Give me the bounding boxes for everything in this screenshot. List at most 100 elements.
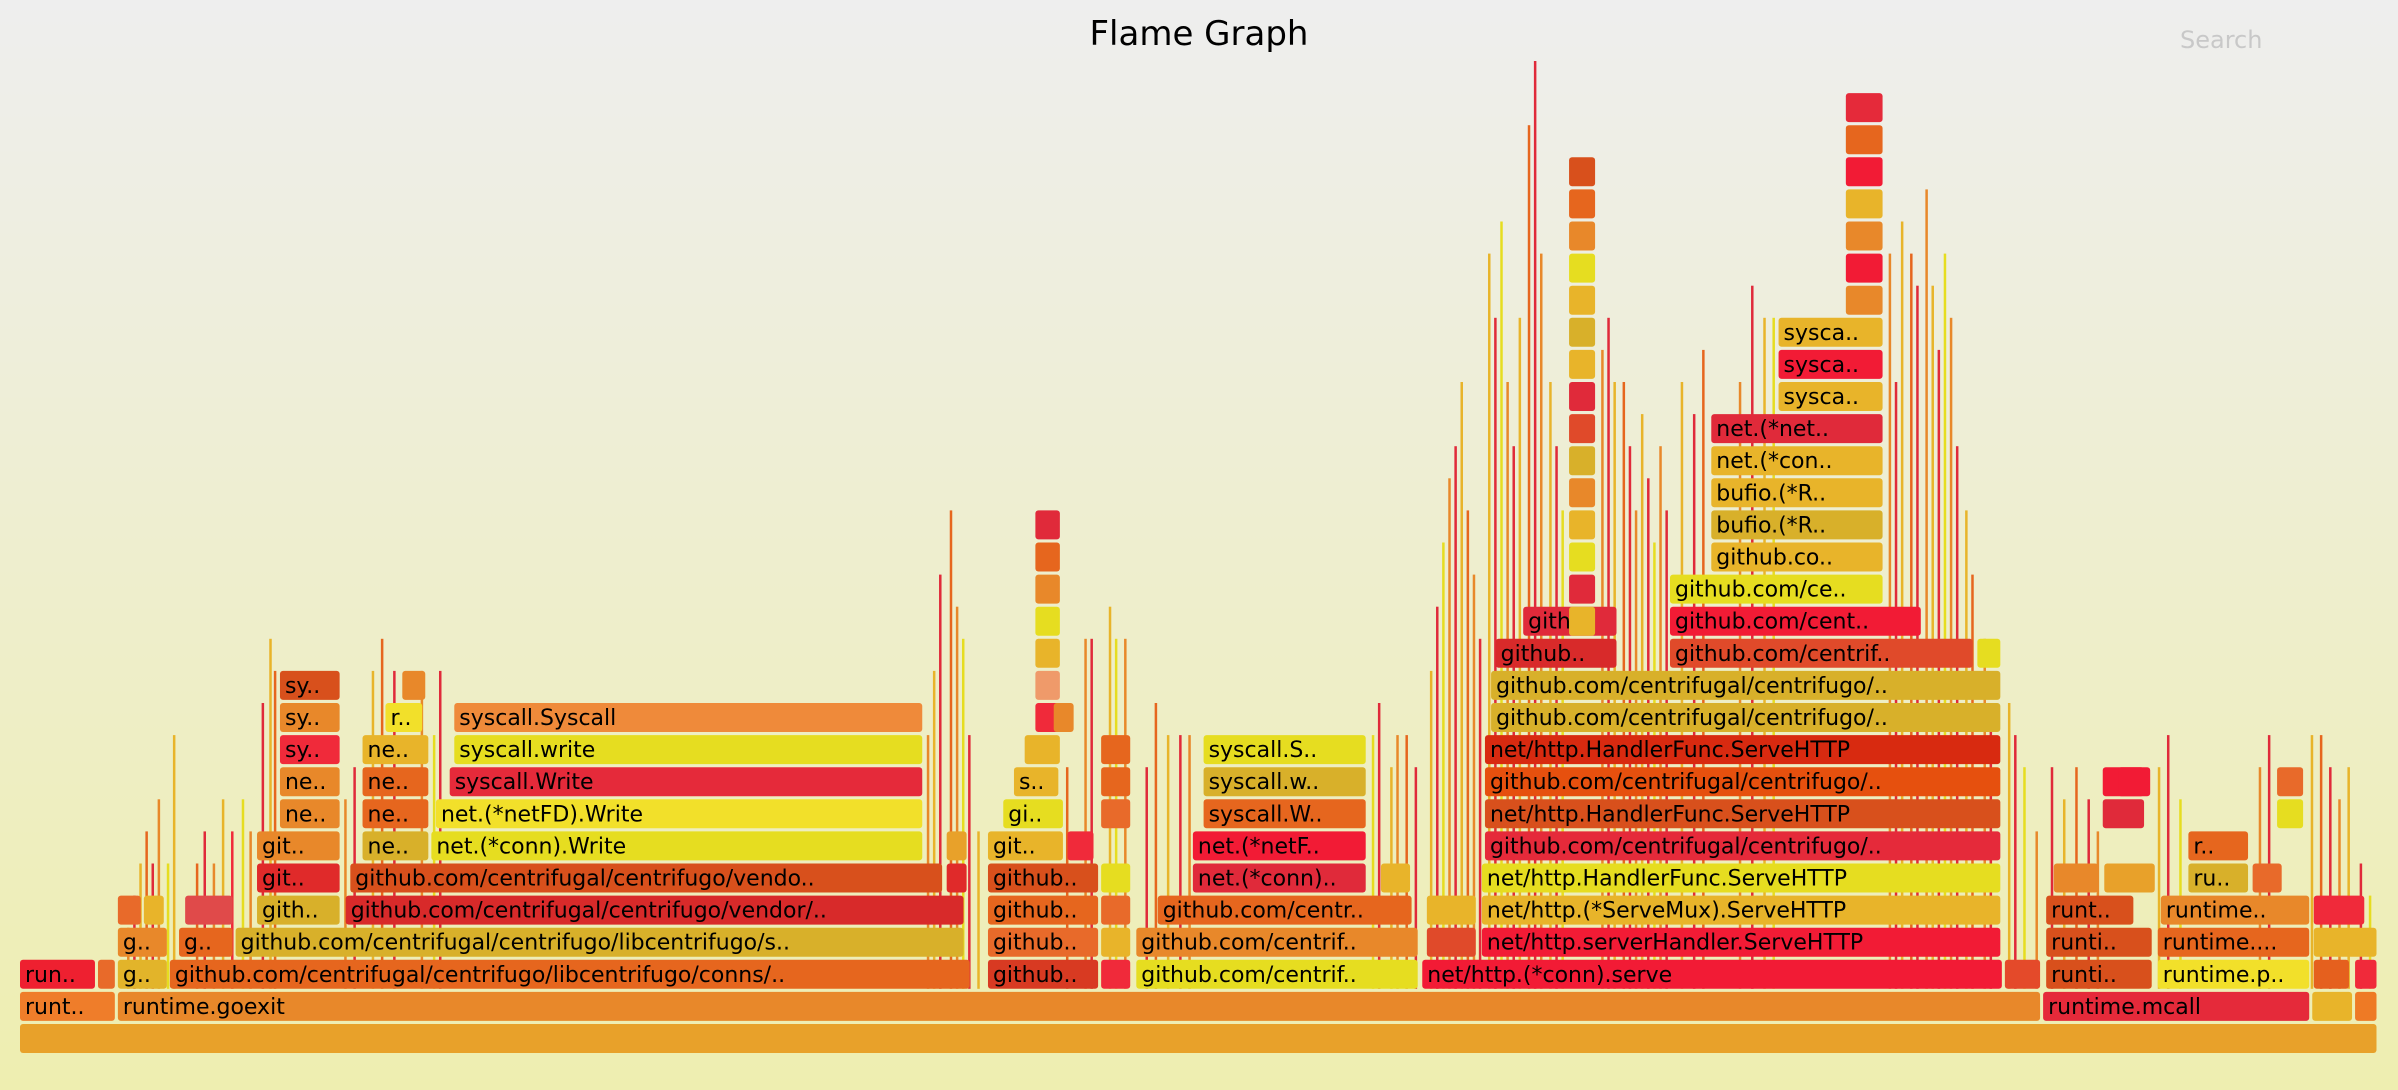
flame-frame-bar[interactable] xyxy=(2277,767,2304,797)
flame-frame[interactable]: net/http.(*ServeMux).ServeHTTP xyxy=(1481,895,2001,925)
flame-frame[interactable] xyxy=(1035,542,1060,572)
flame-frame-bar[interactable] xyxy=(1481,895,2001,925)
flame-frame-thin[interactable] xyxy=(1466,510,1470,989)
flame-frame[interactable] xyxy=(185,895,233,925)
flame-frame-bar[interactable] xyxy=(1778,349,1883,379)
flame-frame[interactable]: syscall.W.. xyxy=(1203,799,1366,829)
flame-frame-bar[interactable] xyxy=(1101,735,1131,765)
flame-frame-bar[interactable] xyxy=(2313,895,2365,925)
flame-frame[interactable]: net.(*netFD).Write xyxy=(435,799,923,829)
flame-frame-bar[interactable] xyxy=(1569,510,1596,540)
flame-frame-bar[interactable] xyxy=(362,735,429,765)
flame-frame[interactable] xyxy=(1569,285,1596,315)
flame-frame-thin[interactable] xyxy=(1090,638,1093,989)
flame-frame-thin[interactable] xyxy=(1653,542,1656,989)
flame-frame-thin[interactable] xyxy=(939,574,942,989)
flame-frame[interactable]: net.(*net.. xyxy=(1711,414,1883,444)
flame-frame-bar[interactable] xyxy=(1569,382,1596,411)
flame-frame[interactable] xyxy=(1426,927,1476,957)
flame-frame-thin[interactable] xyxy=(1925,189,1928,989)
flame-frame-bar[interactable] xyxy=(117,959,167,989)
flame-frame-thin[interactable] xyxy=(371,670,375,989)
flame-frame-bar[interactable] xyxy=(235,927,964,957)
flame-frame[interactable]: github.. xyxy=(987,863,1099,893)
flame-frame-bar[interactable] xyxy=(435,799,923,829)
flame-frame[interactable]: github.com/centrifugal/centrifugo/.. xyxy=(1484,767,2001,797)
flame-frame[interactable] xyxy=(1569,478,1596,508)
flame-frame[interactable]: syscall.Syscall xyxy=(454,703,923,732)
flame-frame-thin[interactable] xyxy=(1429,670,1433,989)
flame-frame-thin[interactable] xyxy=(1472,574,1476,989)
flame-frame-thin[interactable] xyxy=(2319,735,2323,989)
flame-frame-thin[interactable] xyxy=(1527,125,1531,989)
flame-frame-bar[interactable] xyxy=(2046,927,2152,957)
flame-frame[interactable] xyxy=(1035,574,1060,604)
flame-frame[interactable]: runtime.... xyxy=(2157,927,2310,957)
flame-frame[interactable]: bufio.(*R.. xyxy=(1711,478,1883,508)
flame-frame-thin[interactable] xyxy=(420,670,424,989)
flame-frame-thin[interactable] xyxy=(212,863,216,989)
flame-frame-bar[interactable] xyxy=(1484,767,2001,797)
flame-frame-bar[interactable] xyxy=(279,670,340,700)
flame-frame-bar[interactable] xyxy=(1669,606,1921,636)
flame-frame-thin[interactable] xyxy=(151,863,155,989)
flame-frame-bar[interactable] xyxy=(1778,382,1883,411)
flame-frame[interactable]: gi.. xyxy=(1003,799,1063,829)
flame-frame-thin[interactable] xyxy=(1084,638,1087,989)
flame-frame[interactable]: github.com/centrifugal/centrifugo/libcen… xyxy=(235,927,964,957)
flame-frame-bar[interactable] xyxy=(1569,349,1596,379)
flame-frame-bar[interactable] xyxy=(1495,638,1617,668)
flame-frame[interactable]: github.. xyxy=(987,927,1099,957)
flame-frame-bar[interactable] xyxy=(2188,831,2249,861)
flame-frame-thin[interactable] xyxy=(1692,414,1696,989)
flame-frame-bar[interactable] xyxy=(1569,253,1596,283)
flame-frame[interactable]: git.. xyxy=(257,831,340,861)
flame-frame[interactable]: sysca.. xyxy=(1778,349,1883,379)
flame-frame-bar[interactable] xyxy=(987,927,1099,957)
flame-frame-bar[interactable] xyxy=(97,959,115,989)
flame-frame[interactable] xyxy=(1067,831,1094,861)
flame-frame[interactable] xyxy=(1569,253,1596,283)
flame-frame-bar[interactable] xyxy=(2355,959,2377,989)
flame-frame[interactable] xyxy=(1380,863,1411,893)
flame-frame-bar[interactable] xyxy=(1053,703,1074,732)
flame-frame-bar[interactable] xyxy=(1426,927,1476,957)
flame-frame-bar[interactable] xyxy=(1569,157,1596,187)
flame-frame[interactable] xyxy=(2313,895,2365,925)
flame-frame[interactable] xyxy=(1845,93,1883,123)
flame-frame[interactable]: github.com/cent.. xyxy=(1669,606,1921,636)
flame-frame[interactable] xyxy=(2102,799,2145,829)
flame-frame[interactable]: runtime.mcall xyxy=(2043,991,2310,1021)
search-button[interactable]: Search xyxy=(2180,26,2263,54)
flame-frame-bar[interactable] xyxy=(1845,189,1883,219)
flame-frame-thin[interactable] xyxy=(1154,703,1158,989)
flame-frame[interactable]: g.. xyxy=(179,927,233,957)
flame-frame[interactable] xyxy=(2313,927,2377,957)
flame-frame-bar[interactable] xyxy=(1035,510,1060,540)
flame-frame[interactable]: sy.. xyxy=(279,703,340,732)
flame-frame[interactable]: r.. xyxy=(385,703,423,732)
flame-frame[interactable]: ne.. xyxy=(362,831,429,861)
flame-frame[interactable] xyxy=(1035,606,1060,636)
flame-frame[interactable]: syscall.S.. xyxy=(1203,735,1366,765)
flame-frame[interactable]: runtime.. xyxy=(2160,895,2310,925)
flame-frame-bar[interactable] xyxy=(1669,574,1883,604)
flame-frame-thin[interactable] xyxy=(241,799,245,989)
flame-frame[interactable]: ru.. xyxy=(2188,863,2249,893)
flame-frame-thin[interactable] xyxy=(949,510,953,989)
flame-frame[interactable]: github.com/centrifugal/centrifugo/vendo.… xyxy=(350,863,943,893)
flame-frame-bar[interactable] xyxy=(20,959,95,989)
flame-frame-bar[interactable] xyxy=(1977,638,2001,668)
flame-frame-thin[interactable] xyxy=(393,670,396,989)
flame-frame-bar[interactable] xyxy=(279,767,340,797)
flame-frame-thin[interactable] xyxy=(273,670,277,989)
flame-frame[interactable]: syscall.w.. xyxy=(1203,767,1366,797)
flame-frame[interactable]: github.com/centr.. xyxy=(1157,895,1412,925)
flame-frame-bar[interactable] xyxy=(1481,927,2001,957)
flame-frame-thin[interactable] xyxy=(2007,703,2011,989)
flame-frame-thin[interactable] xyxy=(2166,735,2170,989)
flame-frame-bar[interactable] xyxy=(362,831,429,861)
flame-frame-thin[interactable] xyxy=(926,735,930,989)
flame-frame[interactable]: github.com/centrif.. xyxy=(1136,927,1418,957)
flame-frame-bar[interactable] xyxy=(117,991,2041,1021)
